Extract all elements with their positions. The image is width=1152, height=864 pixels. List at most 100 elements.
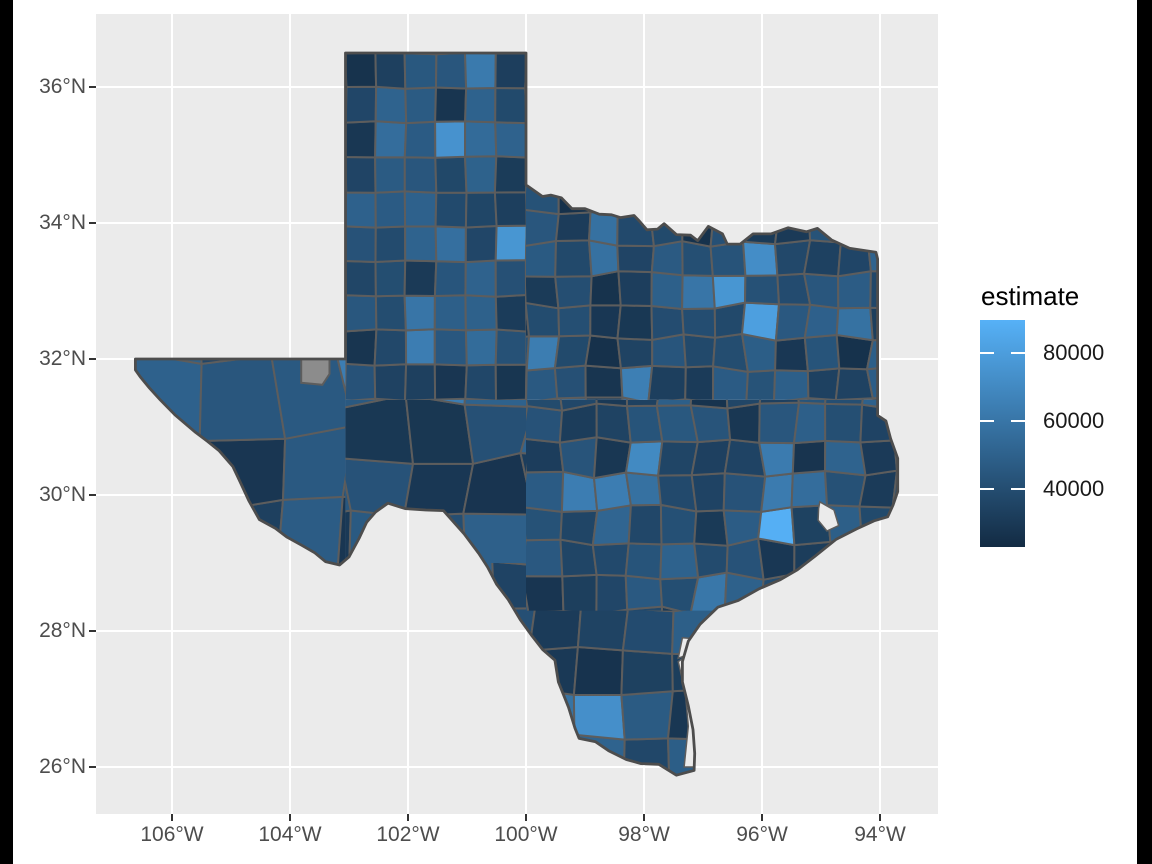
county-shape bbox=[463, 403, 526, 465]
x-axis-label: 98°W bbox=[618, 823, 670, 846]
legend-label: 40000 bbox=[1043, 476, 1105, 502]
county-shape bbox=[559, 509, 599, 547]
county-shape bbox=[555, 156, 587, 192]
x-axis-tick bbox=[289, 814, 291, 821]
county-shape bbox=[575, 776, 628, 814]
county-shape bbox=[681, 307, 717, 339]
y-axis-label: 30°N bbox=[39, 483, 86, 506]
county-shape bbox=[682, 333, 717, 369]
county-shape bbox=[374, 225, 407, 263]
county-shape bbox=[433, 260, 467, 297]
county-shape bbox=[589, 304, 622, 340]
county-shape bbox=[373, 328, 408, 367]
county-shape bbox=[336, 495, 346, 577]
na-county-shape bbox=[300, 358, 331, 386]
county-shape bbox=[625, 471, 662, 507]
county-shape bbox=[895, 399, 898, 411]
texas-choropleth-map bbox=[96, 14, 938, 814]
county-shape bbox=[680, 180, 718, 185]
y-axis-tick bbox=[89, 86, 96, 88]
county-shape bbox=[689, 404, 732, 444]
county-shape bbox=[526, 180, 560, 183]
county-shape bbox=[464, 363, 497, 400]
county-shape bbox=[671, 652, 725, 693]
county-shape bbox=[524, 86, 526, 125]
county-shape bbox=[374, 85, 408, 125]
county-shape bbox=[403, 120, 437, 159]
county-shape bbox=[899, 305, 932, 340]
county-shape bbox=[526, 208, 560, 248]
county-shape bbox=[464, 259, 497, 298]
county-shape bbox=[346, 14, 376, 18]
county-shape bbox=[374, 120, 408, 159]
county-shape bbox=[587, 180, 623, 185]
county-shape bbox=[375, 14, 406, 19]
county-shape bbox=[869, 270, 898, 310]
county-shape bbox=[526, 405, 564, 444]
county-shape bbox=[894, 578, 898, 611]
county-shape bbox=[519, 452, 526, 516]
county-shape bbox=[403, 53, 438, 90]
county-shape bbox=[494, 53, 526, 55]
legend-tick bbox=[980, 488, 994, 491]
county-shape bbox=[867, 211, 898, 247]
county-shape bbox=[404, 399, 469, 406]
county-shape bbox=[835, 306, 874, 342]
county-shape bbox=[931, 337, 938, 371]
county-shape bbox=[651, 180, 685, 183]
county-shape bbox=[926, 437, 938, 474]
county-shape bbox=[724, 399, 765, 410]
county-shape bbox=[807, 209, 842, 244]
county-shape bbox=[709, 207, 746, 248]
county-shape bbox=[930, 150, 938, 182]
x-axis-label: 102°W bbox=[376, 823, 440, 846]
county-shape bbox=[526, 437, 565, 474]
county-shape bbox=[647, 364, 687, 400]
county-shape bbox=[807, 180, 843, 185]
county-shape bbox=[595, 399, 628, 408]
county-shape bbox=[899, 397, 934, 432]
county-shape bbox=[593, 471, 632, 512]
county-shape bbox=[616, 304, 654, 341]
county-shape bbox=[930, 242, 938, 275]
county-shape bbox=[487, 688, 537, 740]
county-shape bbox=[760, 606, 796, 611]
county-shape bbox=[525, 14, 556, 18]
county-shape bbox=[584, 334, 622, 370]
county-shape bbox=[434, 191, 468, 229]
county-shape bbox=[345, 225, 347, 264]
county-shape bbox=[792, 610, 830, 611]
county-shape bbox=[434, 120, 467, 159]
county-shape bbox=[625, 399, 664, 408]
county-shape bbox=[722, 472, 767, 513]
county-shape bbox=[434, 225, 467, 264]
county-shape bbox=[464, 87, 497, 124]
x-axis-tick bbox=[525, 814, 527, 821]
county-shape bbox=[868, 180, 898, 215]
county-shape bbox=[790, 470, 828, 509]
county-shape bbox=[464, 328, 498, 367]
county-shape bbox=[487, 563, 495, 614]
county-shape bbox=[584, 364, 624, 399]
legend-title: estimate bbox=[981, 281, 1080, 311]
y-axis-label: 26°N bbox=[39, 755, 86, 778]
county-shape bbox=[464, 294, 498, 332]
legend-label: 80000 bbox=[1043, 339, 1105, 365]
county-shape bbox=[464, 53, 497, 90]
county-shape bbox=[891, 469, 898, 512]
county-shape bbox=[824, 402, 864, 444]
county-shape bbox=[680, 180, 715, 211]
county-shape bbox=[693, 509, 729, 547]
county-shape bbox=[931, 305, 938, 341]
county-shape bbox=[96, 434, 133, 513]
x-axis-label: 106°W bbox=[140, 823, 204, 846]
county-shape bbox=[627, 503, 663, 546]
y-axis-label: 32°N bbox=[39, 347, 86, 370]
county-shape bbox=[824, 399, 867, 406]
county-shape bbox=[927, 539, 938, 579]
state-border bbox=[134, 51, 900, 777]
county-shape bbox=[745, 369, 777, 400]
y-axis-label: 36°N bbox=[39, 75, 86, 98]
county-shape bbox=[554, 239, 593, 278]
county-shape bbox=[858, 606, 898, 611]
